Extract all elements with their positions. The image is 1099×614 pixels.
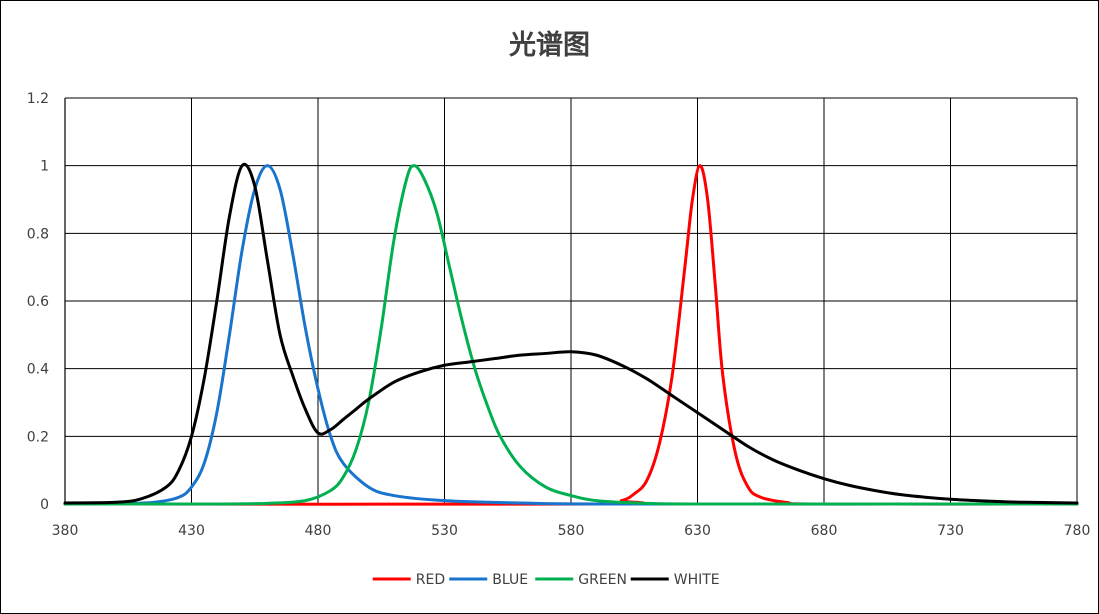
y-tick-label: 0.4 <box>27 362 49 378</box>
series-line-white <box>63 162 1079 505</box>
legend-label-white: WHITE <box>674 572 720 588</box>
y-tick-label: 0 <box>40 497 49 513</box>
y-tick-label: 1.2 <box>27 91 49 107</box>
series-line-green <box>63 164 1079 506</box>
y-tick-label: 0.2 <box>27 429 49 445</box>
x-tick-label: 780 <box>1064 523 1091 539</box>
chart-title: 光谱图 <box>509 30 590 61</box>
series-line-blue <box>63 164 1079 506</box>
y-tick-label: 0.8 <box>27 226 49 242</box>
legend-label-red: RED <box>416 572 445 588</box>
x-tick-label: 530 <box>431 523 458 539</box>
x-tick-label: 680 <box>811 523 838 539</box>
x-tick-label: 430 <box>178 523 205 539</box>
y-tick-label: 1 <box>40 159 49 175</box>
x-tick-label: 480 <box>305 523 332 539</box>
x-tick-label: 630 <box>684 523 711 539</box>
x-tick-label: 730 <box>937 523 964 539</box>
x-tick-label: 580 <box>558 523 585 539</box>
x-tick-label: 380 <box>52 523 79 539</box>
y-tick-label: 0.6 <box>27 294 49 310</box>
legend-label-blue: BLUE <box>492 572 528 588</box>
legend-label-green: GREEN <box>578 572 627 588</box>
